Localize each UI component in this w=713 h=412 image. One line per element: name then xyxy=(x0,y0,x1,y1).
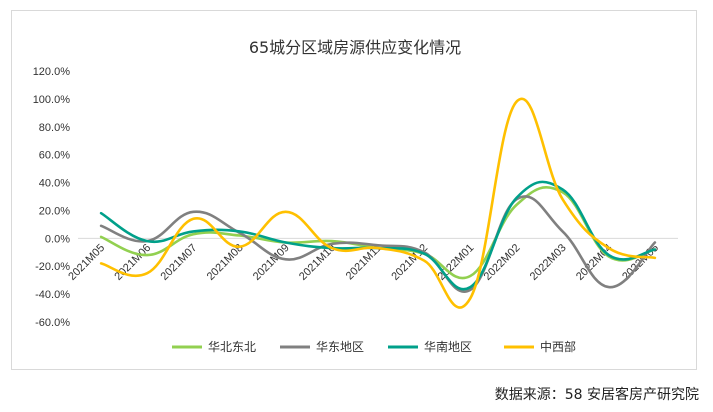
series-line-3 xyxy=(99,180,657,291)
y-tick-label: 60.0% xyxy=(39,150,70,162)
axis-layer: -60.0% -40.0% -20.0% 0.0% 20.0% 40.0% 60.0% 80.… xyxy=(33,66,678,329)
y-tick-label: 100.0% xyxy=(33,94,71,106)
x-tick-label: 2021M09 xyxy=(251,242,292,283)
legend-label: 华北东北 xyxy=(208,340,256,354)
series-line-2 xyxy=(99,195,657,293)
legend-label: 中西部 xyxy=(540,339,576,354)
series-line-4 xyxy=(99,97,657,309)
chart-title: 65城分区域房源供应变化情况 xyxy=(249,38,461,57)
series-layer xyxy=(99,97,657,309)
y-tick-label: -40.0% xyxy=(35,289,70,301)
y-tick-label: 80.0% xyxy=(39,122,70,134)
y-tick-label: -20.0% xyxy=(35,261,70,273)
legend: 华北东北 华东地区 华南地区 中西部 xyxy=(172,339,576,354)
x-tick-label: 2021M08 xyxy=(205,242,246,283)
y-tick-label: 20.0% xyxy=(39,205,70,217)
x-tick-label: 2022M03 xyxy=(528,242,569,283)
y-tick-label: -60.0% xyxy=(35,317,70,329)
source-note: 数据来源：58 安居客房产研究院 xyxy=(494,387,699,403)
y-tick-label: 0.0% xyxy=(45,233,70,245)
legend-label: 华东地区 xyxy=(316,340,364,354)
y-tick-label: 120.0% xyxy=(33,66,71,78)
line-chart: 65城分区域房源供应变化情况 -60.0% -40.0% -20.0% 0.0% 20.… xyxy=(33,38,678,354)
y-tick-label: 40.0% xyxy=(39,178,70,190)
legend-label: 华南地区 xyxy=(424,339,472,354)
chart-frame: 65城分区域房源供应变化情况 -60.0% -40.0% -20.0% 0.0% 20.… xyxy=(11,10,697,370)
